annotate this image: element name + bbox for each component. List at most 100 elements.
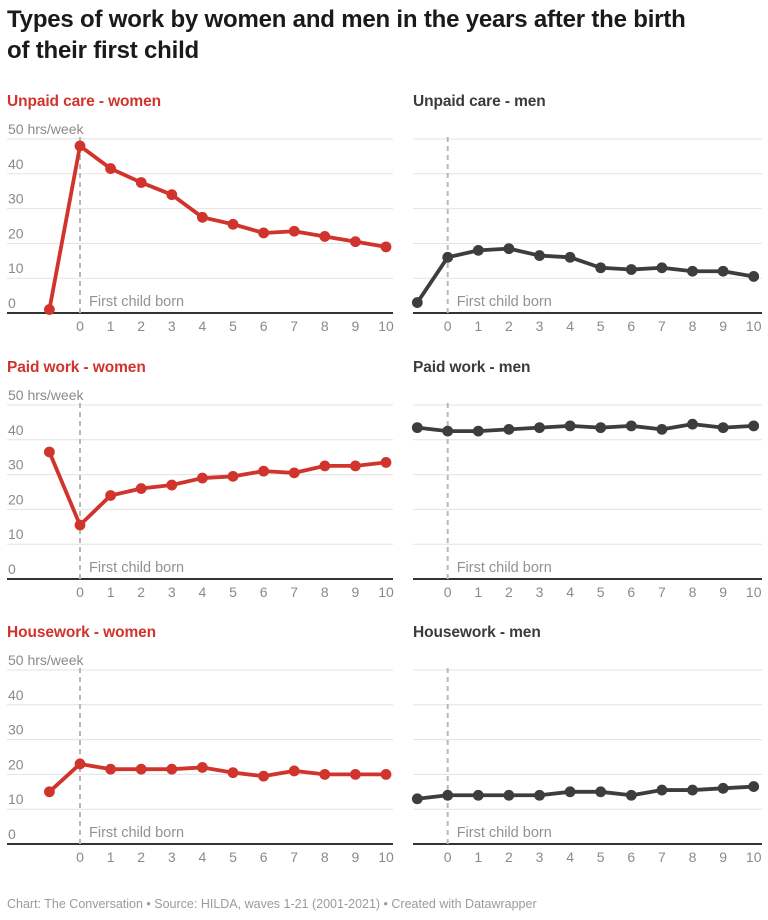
panel-title-paid-work-women: Paid work - women xyxy=(7,359,146,376)
data-point-year-0 xyxy=(74,140,86,152)
data-point-year-3 xyxy=(534,250,545,261)
x-tick-label-8: 8 xyxy=(689,584,697,600)
x-tick-label-0: 0 xyxy=(444,849,452,865)
x-tick-label-8: 8 xyxy=(689,318,697,334)
data-point-year-2 xyxy=(503,789,515,801)
data-point-year-5 xyxy=(227,218,239,230)
data-point-year-8 xyxy=(319,769,331,780)
birth-annotation-label: First child born xyxy=(89,825,184,841)
x-tick-label-3: 3 xyxy=(536,849,544,865)
x-tick-label-2: 2 xyxy=(137,318,145,334)
x-tick-label-2: 2 xyxy=(137,584,145,600)
x-tick-label-0: 0 xyxy=(444,584,452,600)
birth-annotation-label: First child born xyxy=(89,294,184,310)
x-tick-label-3: 3 xyxy=(168,584,176,600)
panel-title-housework-women: Housework - women xyxy=(7,624,157,641)
x-tick-label-6: 6 xyxy=(627,849,635,865)
y-tick-label-10: 10 xyxy=(8,791,24,807)
x-tick-label-3: 3 xyxy=(168,849,176,865)
data-point-year-7 xyxy=(288,225,300,237)
plot-paid-work-men: First child born 0 1 2 3 4 5 6 7 8 9 10 xyxy=(411,403,762,600)
data-point-year-6 xyxy=(625,789,637,801)
data-point-year-9 xyxy=(350,236,361,248)
data-point-year-8 xyxy=(687,784,698,796)
data-point-year-4 xyxy=(564,251,576,263)
data-point-year-5 xyxy=(595,262,607,274)
plot-unpaid-care-women: 0 10 20 30 40 50 hrs/week First child born 0 1 2 3… xyxy=(7,121,394,334)
x-tick-label-8: 8 xyxy=(321,849,329,865)
series-line-women xyxy=(47,450,388,527)
data-point-year--1 xyxy=(44,304,55,315)
data-point-year-10 xyxy=(380,241,392,253)
data-point-year--1 xyxy=(44,786,55,798)
data-point-year-10 xyxy=(748,420,760,432)
x-tick-label-4: 4 xyxy=(566,584,574,600)
panel-housework-men: Housework - men First child born 0 1 2 3 4 5 6 7 8… xyxy=(411,624,762,880)
y-tick-label-40: 40 xyxy=(8,687,24,703)
x-tick-label-0: 0 xyxy=(76,318,84,334)
x-tick-label-0: 0 xyxy=(76,584,84,600)
panel-title-unpaid-care-women: Unpaid care - women xyxy=(7,93,161,110)
x-tick-label-10: 10 xyxy=(378,849,394,865)
x-tick-label-1: 1 xyxy=(107,318,115,334)
plot-housework-women: 0 10 20 30 40 50 hrs/week First child born 0 1 2 3… xyxy=(7,652,394,865)
x-tick-label-6: 6 xyxy=(627,318,635,334)
x-tick-label-2: 2 xyxy=(505,318,513,334)
x-tick-label-9: 9 xyxy=(352,849,360,865)
y-tick-label-20: 20 xyxy=(8,225,24,241)
data-point-year-2 xyxy=(503,423,515,435)
data-point-year-5 xyxy=(227,767,239,779)
data-point-year-9 xyxy=(350,769,361,780)
data-point-year-9 xyxy=(717,782,729,794)
data-point-year-0 xyxy=(74,758,86,770)
x-tick-label-1: 1 xyxy=(107,584,115,600)
x-tick-label-9: 9 xyxy=(719,318,727,334)
data-point-year-4 xyxy=(197,762,208,773)
data-point-year-3 xyxy=(534,422,545,434)
data-point-year-2 xyxy=(503,243,515,255)
x-tick-label-5: 5 xyxy=(229,849,237,865)
data-point-year-3 xyxy=(166,479,178,491)
data-point-year-2 xyxy=(135,177,147,188)
x-tick-label-1: 1 xyxy=(474,584,482,600)
x-tick-label-7: 7 xyxy=(290,584,298,600)
x-tick-label-7: 7 xyxy=(658,584,666,600)
x-tick-label-9: 9 xyxy=(352,318,360,334)
x-tick-label-4: 4 xyxy=(199,849,207,865)
x-tick-label-1: 1 xyxy=(474,849,482,865)
data-point-year-7 xyxy=(656,423,668,435)
x-tick-label-8: 8 xyxy=(689,849,697,865)
panel-paid-work-women: Paid work - women 0 10 20 30 40 50 hrs/week Fir… xyxy=(7,359,394,615)
x-tick-label-5: 5 xyxy=(229,584,237,600)
data-point-year-4 xyxy=(564,786,576,798)
data-point-year-1 xyxy=(105,490,116,501)
data-point-year-9 xyxy=(350,460,361,472)
data-point-year-3 xyxy=(166,763,178,775)
x-tick-label-4: 4 xyxy=(566,849,574,865)
x-tick-label-2: 2 xyxy=(137,849,145,865)
y-tick-label-10: 10 xyxy=(8,526,24,542)
y-tick-label-0: 0 xyxy=(8,295,16,311)
plot-unpaid-care-men: First child born 0 1 2 3 4 5 6 7 8 9 10 xyxy=(411,137,762,334)
x-tick-label-9: 9 xyxy=(719,584,727,600)
x-tick-label-2: 2 xyxy=(505,849,513,865)
data-point-year-4 xyxy=(197,472,208,484)
data-point-year-6 xyxy=(625,264,637,275)
data-point-year-10 xyxy=(380,769,392,780)
x-tick-label-3: 3 xyxy=(536,318,544,334)
y-tick-label-40: 40 xyxy=(8,422,24,438)
x-tick-label-0: 0 xyxy=(76,849,84,865)
data-point-year-8 xyxy=(319,231,331,242)
y-tick-label-30: 30 xyxy=(8,191,24,207)
data-point-year--1 xyxy=(411,422,423,434)
birth-annotation-label: First child born xyxy=(89,560,184,576)
data-point-year-7 xyxy=(656,262,668,274)
x-tick-label-5: 5 xyxy=(597,584,605,600)
x-tick-label-1: 1 xyxy=(474,318,482,334)
x-tick-label-8: 8 xyxy=(321,584,329,600)
x-tick-label-7: 7 xyxy=(290,849,298,865)
y-tick-label-0: 0 xyxy=(8,561,16,577)
data-point-year-8 xyxy=(687,418,698,430)
x-tick-label-10: 10 xyxy=(746,318,762,334)
y-tick-label-0: 0 xyxy=(8,826,16,842)
